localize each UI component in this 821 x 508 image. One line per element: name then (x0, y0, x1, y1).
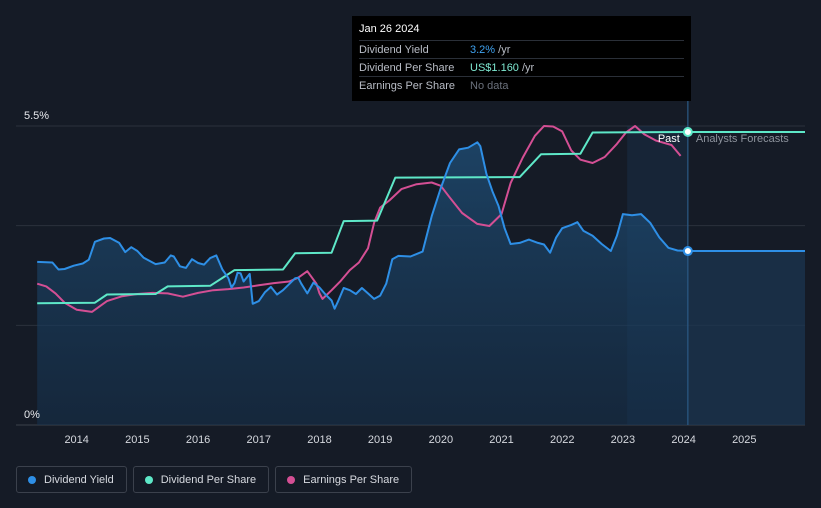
y-tick-label: 5.5% (24, 110, 49, 122)
legend-earnings-per-share[interactable]: Earnings Per Share (275, 466, 413, 493)
forecast-area (687, 251, 805, 425)
x-tick-label: 2018 (307, 434, 331, 446)
x-tick-label: 2015 (125, 434, 149, 446)
dividend-yield-area (37, 142, 688, 426)
x-tick-label: 2020 (429, 434, 453, 446)
tooltip-value: No data (470, 79, 509, 92)
analysts-forecasts-label: Analysts Forecasts (696, 133, 789, 145)
tooltip-value: US$1.160 (470, 61, 519, 74)
x-tick-label: 2021 (489, 434, 513, 446)
tooltip-row-dividend-yield: Dividend Yield 3.2% /yr (359, 40, 684, 58)
tooltip-label: Earnings Per Share (359, 79, 455, 92)
x-tick-label: 2024 (671, 434, 695, 446)
tooltip-label: Dividend Per Share (359, 61, 455, 74)
x-axis-labels: 2014 2015 2016 2017 2018 2019 2020 2021 2022 2023… (64, 434, 756, 446)
x-tick-label: 2016 (186, 434, 210, 446)
tooltip-suffix: /yr (495, 43, 511, 56)
dividend-per-share-marker (682, 126, 693, 137)
legend-dot-icon (28, 475, 36, 484)
x-tick-label: 2017 (247, 434, 271, 446)
y-tick-label: 0% (24, 409, 40, 421)
x-tick-label: 2022 (550, 434, 574, 446)
dividend-per-share-line (37, 131, 688, 305)
tooltip-label: Dividend Yield (359, 43, 429, 56)
legend: Dividend Yield Dividend Per Share Earnin… (16, 466, 413, 493)
legend-dot-icon (287, 475, 296, 484)
x-tick-label: 2025 (732, 434, 756, 446)
legend-dividend-yield[interactable]: Dividend Yield (16, 466, 127, 493)
earnings-per-share-line (36, 125, 682, 313)
tooltip: Jan 26 2024 Dividend Yield 3.2% /yr Divi… (352, 16, 691, 101)
legend-label: Dividend Yield (44, 473, 114, 486)
dividend-yield-line (37, 141, 688, 310)
tooltip-value: 3.2% (470, 43, 496, 56)
x-tick-label: 2014 (64, 434, 88, 446)
legend-dot-icon (144, 475, 153, 484)
tooltip-date: Jan 26 2024 (359, 23, 420, 35)
legend-label: Dividend Per Share (160, 473, 257, 486)
tooltip-suffix: /yr (518, 61, 535, 74)
tooltip-row-dividend-per-share: Dividend Per Share US$1.160 /yr (359, 58, 684, 76)
legend-dividend-per-share[interactable]: Dividend Per Share (132, 466, 270, 493)
past-label: Past (658, 133, 680, 145)
x-tick-label: 2019 (368, 434, 392, 446)
tooltip-row-earnings-per-share: Earnings Per Share No data (359, 76, 684, 94)
x-tick-label: 2023 (611, 434, 635, 446)
y-axis-labels: 5.5% 0% (24, 110, 49, 421)
legend-label: Earnings Per Share (303, 473, 400, 486)
dividend-yield-marker (682, 246, 693, 257)
